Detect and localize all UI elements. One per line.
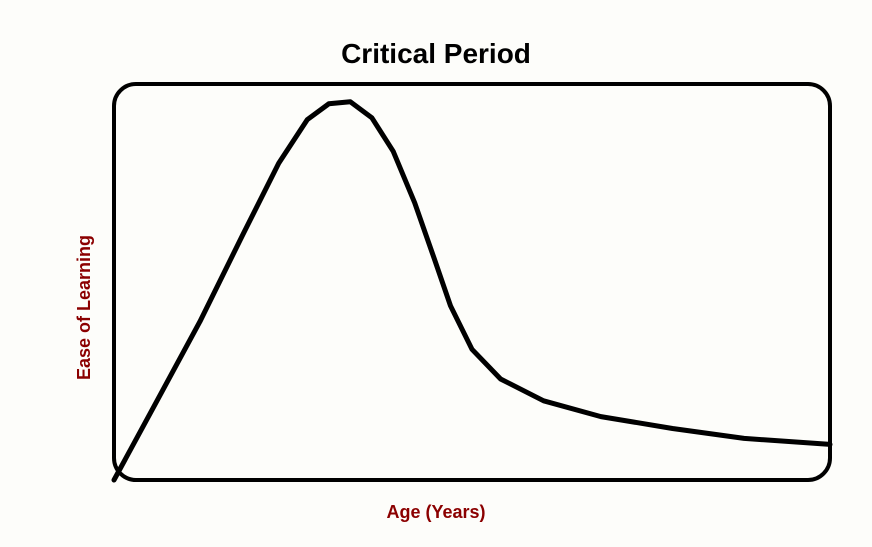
curve-line xyxy=(114,102,830,480)
chart-stage: Critical Period Ease of Learning Age (Ye… xyxy=(0,0,872,547)
plot-area xyxy=(112,82,832,482)
chart-title: Critical Period xyxy=(0,38,872,70)
x-axis-label: Age (Years) xyxy=(0,502,872,523)
y-axis-label: Ease of Learning xyxy=(74,235,95,380)
